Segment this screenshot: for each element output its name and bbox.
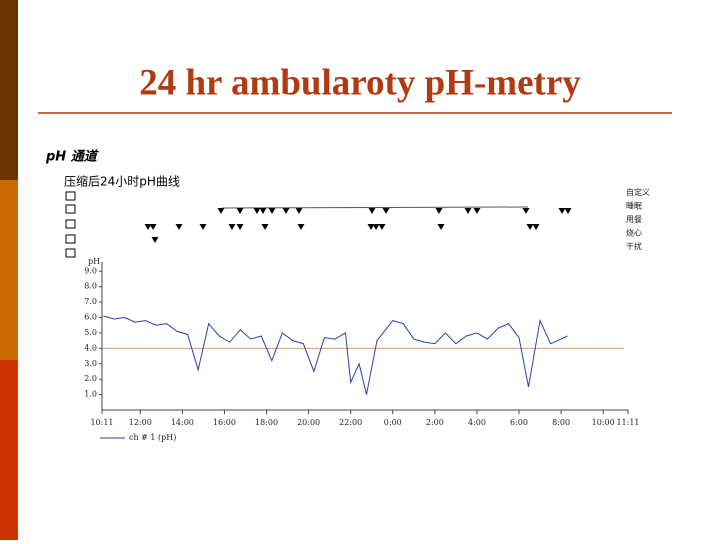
- channel-title: pH 通道: [45, 149, 99, 165]
- event-triangles: [144, 208, 572, 243]
- x-tick-label: 11:11: [616, 418, 639, 427]
- event-span: [221, 206, 529, 209]
- x-tick-label: 22:00: [339, 418, 362, 427]
- legend-label: ch # 1 (pH): [129, 433, 176, 442]
- event-label: 睡眠: [626, 202, 642, 211]
- y-tick-label: 6.0: [84, 313, 97, 322]
- y-tick-label: 1.0: [84, 390, 97, 399]
- data-line: [103, 315, 568, 395]
- side-bar: [0, 360, 18, 540]
- event-label: 用餐: [626, 215, 642, 224]
- x-tick-label: 0:00: [384, 418, 402, 427]
- y-axis-label: pH: [88, 257, 100, 266]
- x-tick-label: 6:00: [510, 418, 528, 427]
- event-label: 干扰: [626, 241, 642, 251]
- y-tick-label: 5.0: [84, 328, 97, 337]
- y-tick-label: 4.0: [84, 343, 97, 352]
- x-tick-label: 10:11: [90, 418, 113, 427]
- y-tick-label: 2.0: [84, 374, 97, 383]
- x-tick-label: 4:00: [468, 418, 486, 427]
- x-tick-label: 2:00: [426, 418, 444, 427]
- x-tick-label: 14:00: [171, 418, 194, 427]
- x-tick-label: 10:00: [592, 418, 615, 427]
- x-tick-label: 18:00: [255, 418, 278, 427]
- x-tick-label: 12:00: [129, 418, 152, 427]
- x-tick-label: 16:00: [213, 418, 236, 427]
- y-tick-label: 8.0: [84, 282, 97, 291]
- y-tick-label: 7.0: [84, 297, 97, 306]
- event-label: 烧心: [626, 228, 642, 238]
- y-tick-label: 3.0: [84, 359, 97, 368]
- slide-title: 24 hr ambularoty pH-metry: [139, 62, 581, 103]
- x-tick-label: 8:00: [552, 418, 570, 427]
- side-bar: [0, 180, 18, 360]
- event-icons: [65, 191, 76, 258]
- side-bar: [0, 0, 18, 180]
- event-label: 自定义: [626, 187, 650, 197]
- event-markers: [144, 208, 572, 243]
- x-tick-label: 20:00: [297, 418, 320, 427]
- chart-subtitle: 压缩后24小时pH曲线: [64, 174, 180, 189]
- y-tick-label: 9.0: [84, 266, 97, 275]
